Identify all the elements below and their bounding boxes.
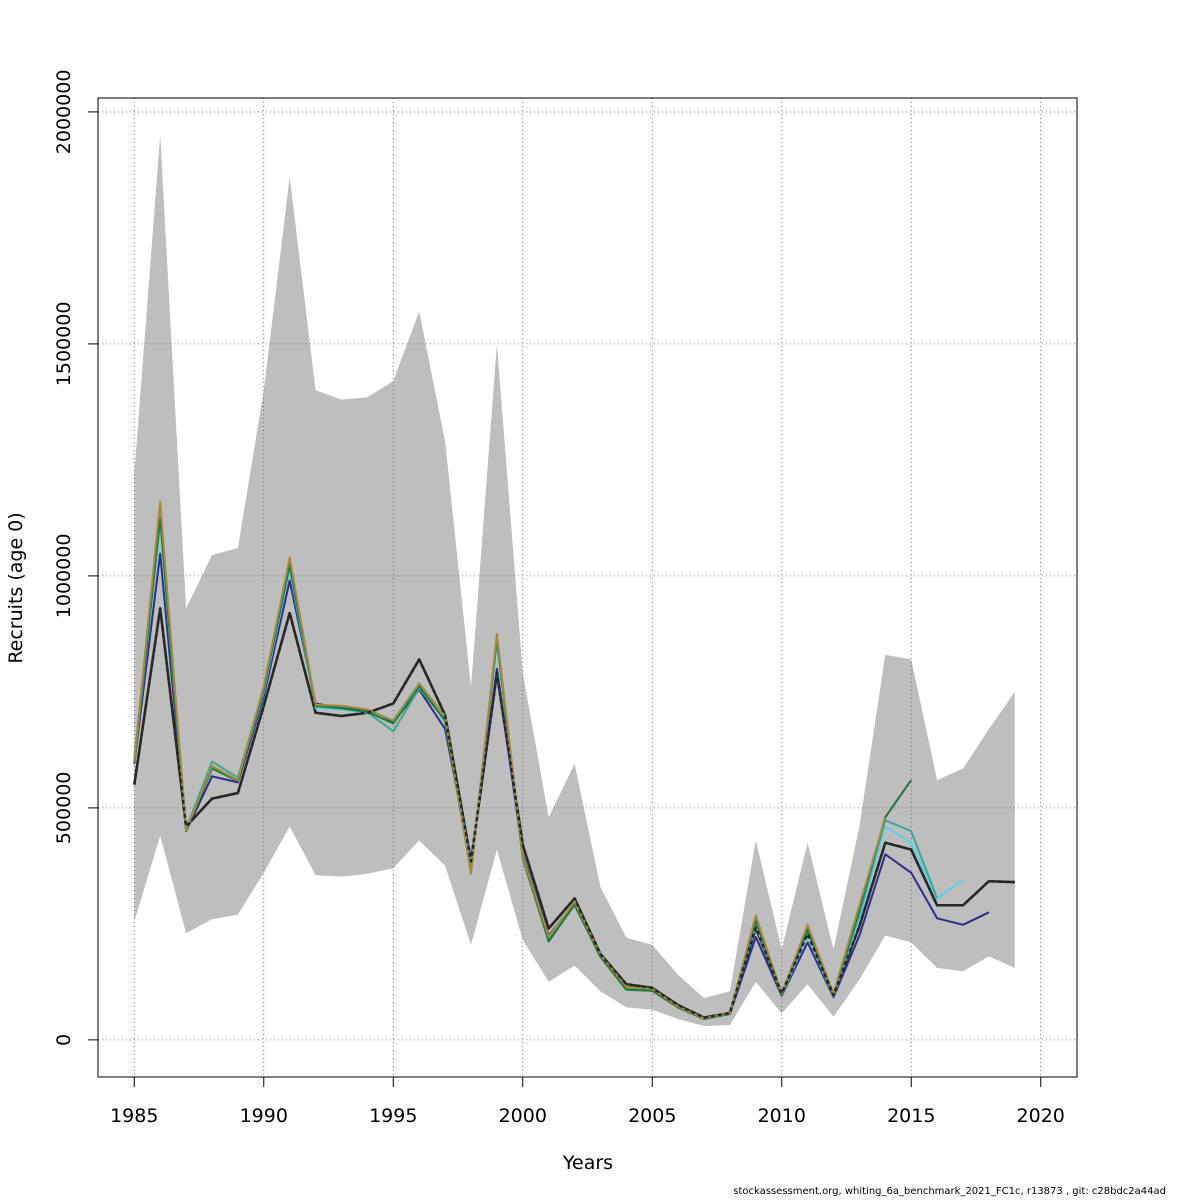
y-tick-label: 0 [53,1034,75,1046]
x-tick-label: 2000 [499,1105,547,1127]
confidence-band [134,135,1015,1027]
series-line-5 [133,500,887,1020]
series-line-0-top [133,607,1015,1019]
x-tick-label: 2010 [758,1105,806,1127]
x-tick-label: 2005 [628,1105,676,1127]
y-tick-label: 500000 [53,772,75,845]
y-tick-label: 1500000 [53,302,75,387]
x-tick-label: 1990 [240,1105,288,1127]
confidence-band-layer [134,135,1015,1027]
axes-layer: 1985 1990 1995 2000 2005 2010 2015 2020 0 500000 1… [53,70,1065,1127]
series-layer [133,500,1015,1020]
y-axis-title: Recruits (age 0) [5,512,27,663]
x-tick-label: 1985 [110,1105,158,1127]
footer-source-note: stockassessment.org, whiting_6a_benchmar… [733,1186,1166,1197]
y-tick-label: 2000000 [53,70,75,155]
y-tick-label: 1000000 [53,534,75,619]
x-axis-title: Years [562,1152,613,1174]
x-tick-label: 2015 [887,1105,935,1127]
x-tick-label: 2020 [1017,1105,1065,1127]
x-tick-label: 1995 [369,1105,417,1127]
